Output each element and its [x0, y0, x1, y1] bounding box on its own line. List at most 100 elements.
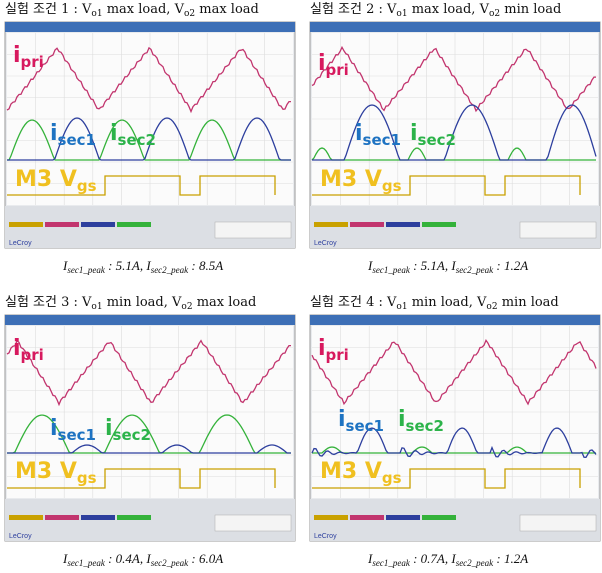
label-sub: sec1 [346, 417, 384, 435]
label-main: i [355, 121, 363, 146]
label-sub: gs [77, 469, 97, 487]
caption: Isec1_peak : 5.1A, Isec2_peak : 8.5A [62, 258, 223, 275]
channel-box [9, 515, 43, 520]
label-sub: sec1 [363, 131, 401, 149]
panel-title: 실험 조건 3 : Vo1 min load, Vo2 max load [5, 295, 256, 312]
label-main: M3 V [15, 167, 77, 192]
text: 실험 조건 2 : V [310, 2, 397, 17]
text: min load [498, 295, 559, 310]
subscript: sec1_peak [67, 265, 105, 275]
channel-box [117, 515, 151, 520]
subscript: o1 [396, 302, 407, 312]
text: : 1.2A [493, 258, 528, 273]
timebase-box [520, 515, 596, 531]
label-sub: sec1 [58, 426, 96, 444]
text: min load, V [103, 295, 182, 310]
text: 실험 조건 1 : V [5, 2, 92, 17]
channel-box [81, 222, 115, 227]
menu-bar [310, 22, 600, 32]
label-sub: sec2 [406, 417, 444, 435]
panel-title: 실험 조건 4 : Vo1 min load, Vo2 min load [310, 295, 559, 312]
label-main: i [318, 51, 326, 76]
scope-brand: LeCroy [9, 240, 32, 247]
text: : 6.0A [188, 551, 223, 566]
menu-bar [310, 315, 600, 325]
subscript: o2 [489, 9, 500, 19]
text: : 1.2A [493, 551, 528, 566]
scope-brand: LeCroy [9, 533, 32, 540]
channel-box [117, 222, 151, 227]
text: : 0.4A, I [105, 551, 152, 566]
label-sub: sec2 [418, 131, 456, 149]
menu-bar [5, 315, 295, 325]
text: : 0.7A, I [410, 551, 457, 566]
timebase-box [215, 515, 291, 531]
label-main: i [398, 407, 406, 432]
channel-box [386, 222, 420, 227]
label-sub: pri [21, 346, 44, 364]
timebase-box [520, 222, 596, 238]
text: 실험 조건 3 : V [5, 295, 92, 310]
label-main: i [110, 121, 118, 146]
label-main: i [410, 121, 418, 146]
caption: Isec1_peak : 0.4A, Isec2_peak : 6.0A [62, 551, 223, 568]
channel-box [350, 515, 384, 520]
panel: 실험 조건 2 : Vo1 max load, Vo2 min loadipri… [310, 2, 600, 275]
panel-title: 실험 조건 1 : Vo1 max load, Vo2 max load [5, 2, 259, 19]
channel-box [45, 515, 79, 520]
text: max load, V [408, 2, 490, 17]
panel: 실험 조건 1 : Vo1 max load, Vo2 max load i pri… [5, 2, 295, 275]
figure: 실험 조건 1 : Vo1 max load, Vo2 max loadipri… [0, 0, 602, 573]
label-sub: pri [21, 53, 44, 71]
channel-box [314, 222, 348, 227]
subscript: sec2_peak [456, 265, 494, 275]
label-main: i [318, 336, 326, 361]
subscript: sec1_peak [67, 558, 105, 568]
channel-box [9, 222, 43, 227]
label-main: M3 V [15, 459, 77, 484]
subscript: sec1_peak [372, 265, 410, 275]
label-sub: sec1 [58, 131, 96, 149]
subscript: sec2_peak [151, 558, 189, 568]
text: max load [193, 295, 257, 310]
text: : 5.1A, I [410, 258, 457, 273]
caption: Isec1_peak : 0.7A, Isec2_peak : 1.2A [367, 551, 528, 568]
scope-brand: LeCroy [314, 533, 337, 540]
text: 실험 조건 4 : V [310, 295, 397, 310]
label-main: i [50, 121, 58, 146]
text: min load [500, 2, 561, 17]
subscript: o2 [184, 9, 195, 19]
label-sub: gs [382, 177, 402, 195]
menu-bar [5, 22, 295, 32]
text: min load, V [408, 295, 487, 310]
text: : 8.5A [188, 258, 223, 273]
subscript: o2 [486, 302, 497, 312]
subscript: o1 [91, 302, 102, 312]
label-main: i [50, 416, 58, 441]
panel: 실험 조건 3 : Vo1 min load, Vo2 max loadipri… [5, 295, 295, 568]
label-sub: sec2 [113, 426, 151, 444]
text: max load, V [103, 2, 185, 17]
timebase-box [215, 222, 291, 238]
text: : 5.1A, I [105, 258, 152, 273]
channel-box [314, 515, 348, 520]
subscript: o2 [181, 302, 192, 312]
channel-box [422, 222, 456, 227]
channel-box [81, 515, 115, 520]
channel-box [45, 222, 79, 227]
label-sub: pri [326, 61, 349, 79]
caption: Isec1_peak : 5.1A, Isec2_peak : 1.2A [367, 258, 528, 275]
subscript: o1 [396, 9, 407, 19]
label-sub: gs [77, 177, 97, 195]
subscript: o1 [91, 9, 102, 19]
label-sub: pri [326, 346, 349, 364]
label-main: i [13, 336, 21, 361]
label-main: M3 V [320, 167, 382, 192]
label-main: M3 V [320, 459, 382, 484]
subscript: sec1_peak [372, 558, 410, 568]
subscript: sec2_peak [456, 558, 494, 568]
panel-title: 실험 조건 2 : Vo1 max load, Vo2 min load [310, 2, 561, 19]
label-main: i [105, 416, 113, 441]
panel: 실험 조건 4 : Vo1 min load, Vo2 min loadipri… [310, 295, 600, 568]
subscript: sec2_peak [151, 265, 189, 275]
